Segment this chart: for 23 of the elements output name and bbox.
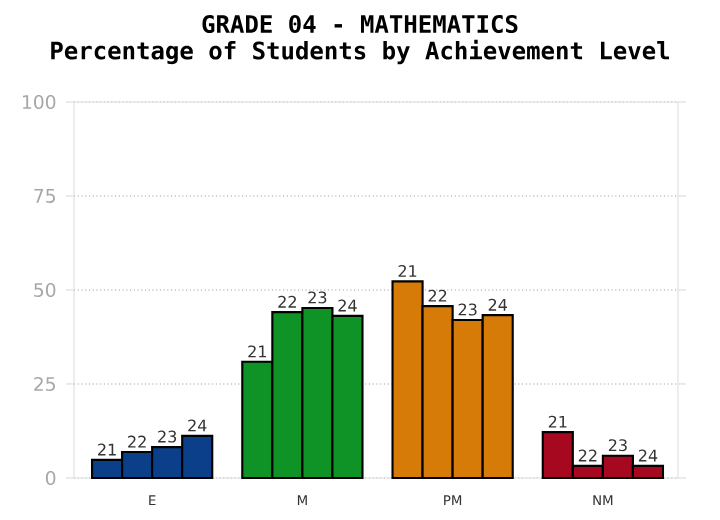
series-label: 23 — [458, 303, 477, 316]
text: 22 — [278, 295, 296, 308]
text: 21 — [248, 345, 267, 358]
text: 22 — [428, 289, 447, 302]
text: 22 — [578, 449, 597, 462]
text: 24 — [338, 299, 357, 312]
text: 23 — [158, 430, 177, 443]
chart-title: GRADE 04 - MATHEMATICS — [202, 14, 518, 34]
text: 21 — [548, 415, 567, 428]
y-tick-label: 100 — [23, 94, 56, 110]
series-label: 24 — [638, 449, 658, 462]
chart-subtitle: Percentage of Students by Achievement Level — [51, 39, 669, 65]
text: 23 — [308, 291, 327, 304]
text: 21 — [98, 443, 116, 456]
text: 24 — [188, 419, 207, 432]
text: 24 — [488, 298, 507, 311]
y-tick-label: 0 — [45, 470, 56, 486]
y-tick-label: 50 — [34, 282, 56, 298]
text: 23 — [608, 439, 627, 452]
series-label: 21 — [398, 264, 417, 277]
y-tick-label: 75 — [34, 189, 55, 203]
series-label: 22 — [128, 435, 146, 448]
y-tick-label: 25 — [34, 376, 55, 392]
